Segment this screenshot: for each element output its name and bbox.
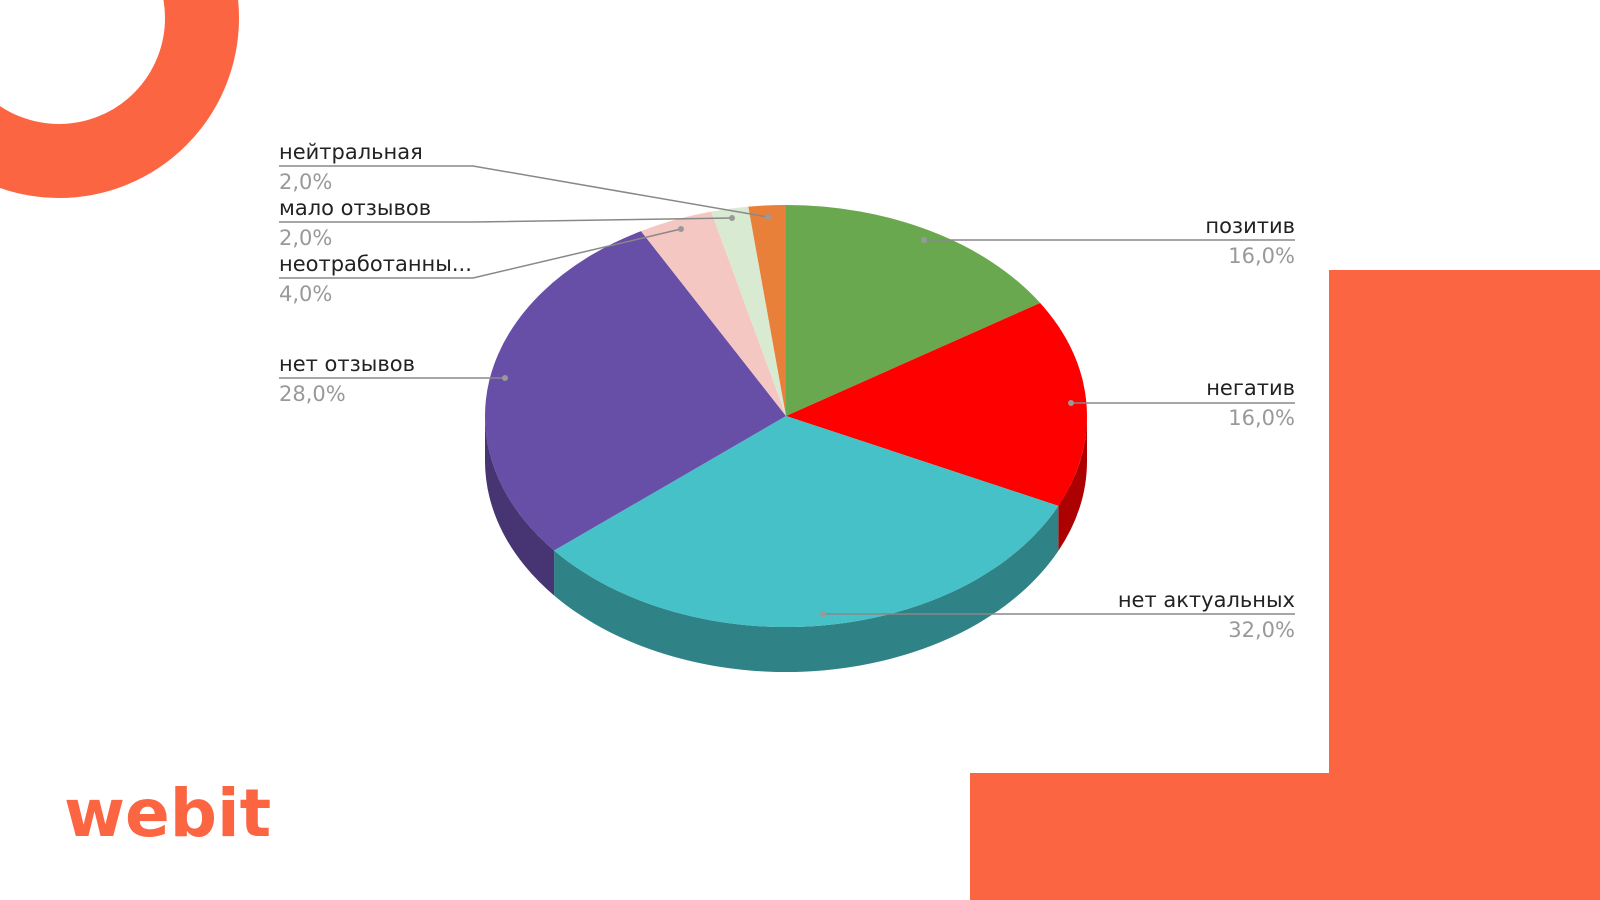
- value-label: 28,0%: [279, 382, 346, 406]
- leader-dot: [820, 611, 826, 617]
- leader-line: [279, 165, 769, 218]
- leader-dot: [1068, 400, 1074, 406]
- slice: [748, 205, 786, 416]
- slice-side: [554, 505, 1059, 673]
- leader-dot: [502, 375, 508, 381]
- leader-line: [279, 228, 682, 279]
- value-label: 16,0%: [1228, 406, 1295, 430]
- value-label: 16,0%: [1228, 244, 1295, 268]
- slice-side: [485, 416, 555, 596]
- value-label: 2,0%: [279, 226, 332, 250]
- leader-line: [279, 217, 733, 223]
- slice: [786, 205, 1041, 416]
- category-label: мало отзывов: [279, 196, 431, 220]
- category-label: нет отзывов: [279, 352, 415, 376]
- category-label: нейтральная: [279, 140, 423, 164]
- slice: [711, 206, 786, 416]
- slice: [786, 302, 1087, 506]
- slice-side: [1058, 416, 1087, 551]
- leader-dot: [921, 237, 927, 243]
- slice: [484, 231, 786, 551]
- leader-dot: [765, 214, 771, 220]
- pie-chart: позитив 16,0% негатив 16,0% нет актуальных 32…: [279, 140, 1295, 673]
- logo: webit: [64, 775, 271, 852]
- decor-block: [970, 773, 1600, 900]
- value-label: 32,0%: [1228, 618, 1295, 642]
- category-label: неотработанны...: [279, 252, 472, 276]
- leader-dot: [729, 215, 735, 221]
- category-label: негатив: [1206, 376, 1295, 400]
- value-label: 2,0%: [279, 170, 332, 194]
- slice: [554, 416, 1059, 627]
- category-label: нет актуальных: [1118, 588, 1295, 612]
- slice: [640, 211, 786, 416]
- decor-ring: [0, 0, 239, 198]
- value-label: 4,0%: [279, 282, 332, 306]
- category-label: позитив: [1205, 214, 1295, 238]
- leader-dot: [678, 226, 684, 232]
